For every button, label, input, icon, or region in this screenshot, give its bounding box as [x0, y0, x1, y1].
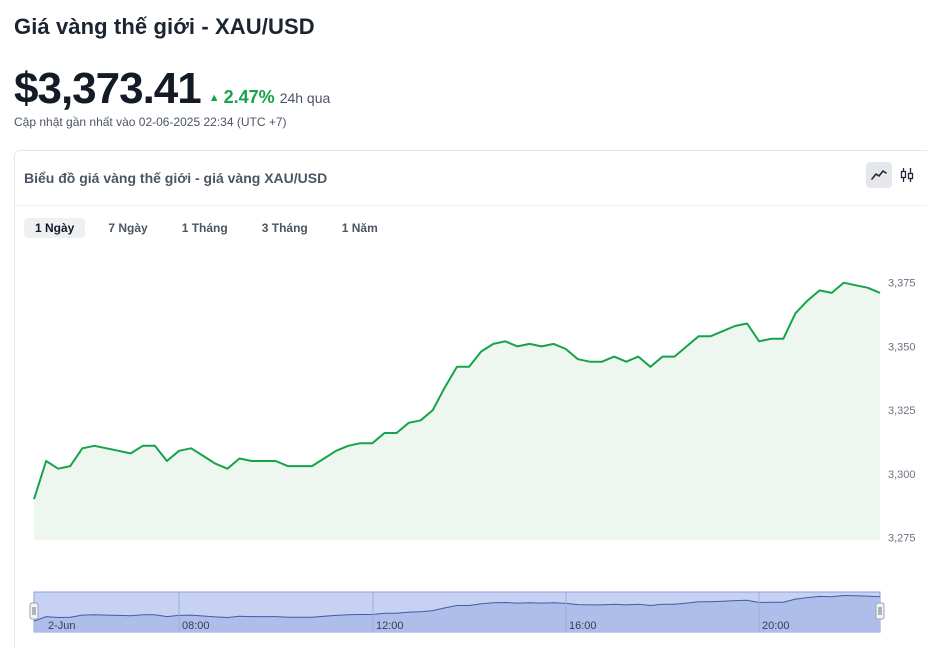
chart-card-header: Biểu đồ giá vàng thế giới - giá vàng XAU…: [15, 151, 927, 206]
navigator-line: [33, 594, 881, 622]
tab-1-year[interactable]: 1 Năm: [341, 221, 378, 235]
navigator-left-handle[interactable]: [29, 602, 39, 620]
change-period: 24h qua: [279, 90, 331, 106]
tab-7-days[interactable]: 7 Ngày: [108, 221, 148, 235]
y-tick-label: 3,300: [888, 469, 916, 481]
line-chart-icon: [871, 170, 887, 180]
line-mode-button[interactable]: [866, 162, 892, 188]
navigator-time-label: 20:00: [762, 620, 790, 632]
chart-card-title: Biểu đồ giá vàng thế giới - giá vàng XAU…: [24, 170, 328, 186]
range-tabs: 1 Ngày 7 Ngày 1 Tháng 3 Tháng 1 Năm: [24, 218, 401, 238]
navigator-time-label: 12:00: [376, 620, 404, 632]
price-summary: $3,373.41 ▲ 2.47% 24h qua: [14, 64, 330, 114]
tab-1-month[interactable]: 1 Tháng: [181, 221, 228, 235]
price-change: ▲ 2.47% 24h qua: [209, 87, 331, 108]
y-tick-label: 3,375: [888, 278, 916, 290]
price-line: [33, 281, 881, 500]
triangle-up-icon: ▲: [208, 92, 220, 104]
price-area: [34, 282, 880, 540]
navigator-time-label: 2-Jun: [48, 620, 76, 632]
candlestick-icon: [900, 168, 914, 182]
current-price: $3,373.41: [14, 64, 202, 113]
tab-3-months[interactable]: 3 Tháng: [261, 221, 308, 235]
navigator-right-handle[interactable]: [875, 602, 885, 620]
y-tick-label: 3,275: [888, 532, 916, 544]
page-title: Giá vàng thế giới - XAU/USD: [14, 14, 315, 39]
candlestick-mode-button[interactable]: [894, 162, 920, 188]
last-updated: Cập nhật gần nhất vào 02-06-2025 22:34 (…: [14, 115, 287, 129]
chart-mode-toggle: [866, 162, 920, 188]
navigator-time-label: 08:00: [182, 620, 210, 632]
y-tick-label: 3,325: [888, 405, 916, 417]
change-percent: 2.47%: [223, 87, 275, 107]
tab-1-day[interactable]: 1 Ngày: [24, 218, 86, 238]
y-tick-label: 3,350: [888, 341, 916, 353]
navigator-time-label: 16:00: [569, 620, 597, 632]
